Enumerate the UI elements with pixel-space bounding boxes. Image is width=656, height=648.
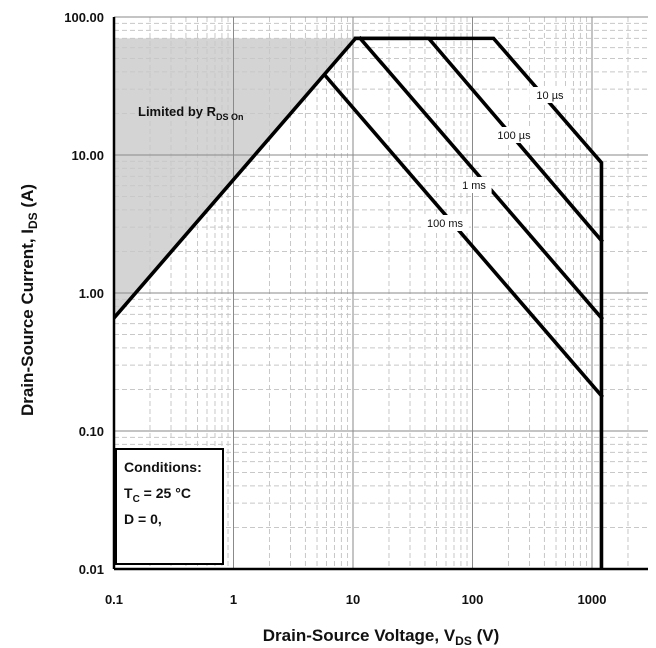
curve-labels: 10 µs 100 µs 1 ms 100 ms bbox=[421, 87, 571, 231]
curve-label: 100 µs bbox=[497, 130, 531, 142]
curve-label: 100 ms bbox=[427, 218, 464, 230]
curve-10us bbox=[114, 36, 604, 569]
y-tick-label: 10.00 bbox=[71, 148, 104, 163]
curves bbox=[114, 35, 605, 569]
x-tick-label: 10 bbox=[346, 592, 360, 607]
conditions-duty: D = 0, bbox=[124, 511, 162, 527]
x-tick-label: 100 bbox=[462, 592, 484, 607]
y-tick-label: 1.00 bbox=[79, 286, 104, 301]
curve-label: 10 µs bbox=[536, 90, 564, 102]
x-tick-label: 0.1 bbox=[105, 592, 123, 607]
curve-label: 1 ms bbox=[462, 180, 486, 192]
curve-label-bg bbox=[490, 127, 538, 143]
y-tick-labels: 0.01 0.10 1.00 10.00 100.00 bbox=[64, 10, 104, 577]
curve-label-bg bbox=[456, 177, 492, 193]
x-tick-label: 1 bbox=[230, 592, 237, 607]
conditions-box: Conditions: TC = 25 °C D = 0, bbox=[115, 448, 224, 565]
x-tick-labels: 0.1 1 10 100 1000 bbox=[105, 592, 607, 607]
conditions-temperature: TC = 25 °C bbox=[124, 485, 191, 505]
y-tick-label: 100.00 bbox=[64, 10, 104, 25]
curve-100ms bbox=[322, 72, 605, 399]
curve-100us bbox=[353, 36, 604, 244]
conditions-title: Conditions: bbox=[124, 459, 202, 475]
curve-label-bg bbox=[529, 87, 571, 103]
y-tick-label: 0.10 bbox=[79, 424, 104, 439]
limited-region-label: Limited by RDS On bbox=[138, 104, 244, 122]
curve-label-bg bbox=[421, 215, 469, 231]
y-axis-title: Drain-Source Current, IDS (A) bbox=[18, 184, 40, 416]
x-tick-label: 1000 bbox=[578, 592, 607, 607]
x-axis-title: Drain-Source Voltage, VDS (V) bbox=[263, 626, 499, 648]
y-tick-label: 0.01 bbox=[79, 562, 104, 577]
